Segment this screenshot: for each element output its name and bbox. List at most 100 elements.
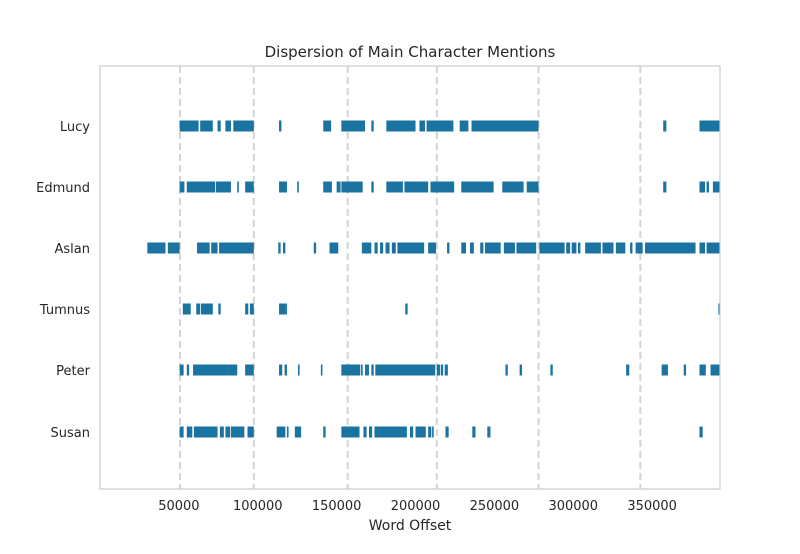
mark-aslan-5 <box>278 242 281 254</box>
mark-susan-8 <box>286 426 289 438</box>
mark-aslan-1 <box>167 242 180 254</box>
plot-frame <box>99 65 721 490</box>
mark-tumnus-8 <box>405 303 408 315</box>
mark-edmund-3 <box>237 181 239 193</box>
mark-aslan-20 <box>484 242 501 254</box>
mark-susan-14 <box>374 426 407 438</box>
mark-peter-17 <box>505 364 508 376</box>
mark-edmund-4 <box>245 181 254 193</box>
mark-susan-2 <box>193 426 218 438</box>
mark-edmund-6 <box>297 181 299 193</box>
x-tick-label-350000: 350000 <box>627 499 677 514</box>
mark-aslan-16 <box>447 242 450 254</box>
mark-lucy-15 <box>699 120 720 132</box>
mark-peter-2 <box>193 364 229 376</box>
mark-tumnus-7 <box>285 303 287 315</box>
mark-aslan-21 <box>503 242 515 254</box>
mark-edmund-9 <box>341 181 363 193</box>
mark-aslan-6 <box>283 242 286 254</box>
mark-tumnus-5 <box>249 303 254 315</box>
y-label-peter: Peter <box>56 364 90 379</box>
mark-susan-19 <box>445 426 449 438</box>
y-label-lucy: Lucy <box>60 120 90 135</box>
mark-peter-22 <box>683 364 687 376</box>
mark-edmund-0 <box>179 181 185 193</box>
mark-aslan-8 <box>329 242 339 254</box>
x-tick-label-250000: 250000 <box>470 499 520 514</box>
x-tick-label-100000: 100000 <box>233 499 283 514</box>
mark-edmund-12 <box>404 181 429 193</box>
mark-aslan-33 <box>699 242 706 254</box>
x-tick-label-50000: 50000 <box>158 499 199 514</box>
mark-lucy-4 <box>233 120 254 132</box>
mark-tumnus-2 <box>200 303 213 315</box>
mark-aslan-18 <box>469 242 474 254</box>
mark-aslan-9 <box>361 242 372 254</box>
x-tick-label-150000: 150000 <box>312 499 362 514</box>
mark-susan-16 <box>415 426 426 438</box>
mark-peter-15 <box>440 364 444 376</box>
mark-peter-18 <box>519 364 523 376</box>
mark-edmund-14 <box>461 181 494 193</box>
y-label-edmund: Edmund <box>36 181 90 196</box>
mark-susan-17 <box>428 426 432 438</box>
mark-aslan-17 <box>461 242 467 254</box>
mark-aslan-31 <box>635 242 643 254</box>
x-tick-label-200000: 200000 <box>391 499 441 514</box>
y-label-aslan: Aslan <box>55 242 90 257</box>
mark-peter-0 <box>179 364 184 376</box>
mark-peter-23 <box>699 364 706 376</box>
mark-peter-7 <box>297 364 300 376</box>
mark-peter-21 <box>661 364 668 376</box>
mark-edmund-19 <box>706 181 709 193</box>
mark-susan-5 <box>230 426 245 438</box>
mark-aslan-7 <box>313 242 317 254</box>
mark-tumnus-4 <box>245 303 249 315</box>
mark-peter-9 <box>341 364 361 376</box>
mark-lucy-2 <box>217 120 221 132</box>
mark-aslan-27 <box>585 242 601 254</box>
mark-tumnus-1 <box>196 303 201 315</box>
mark-susan-4 <box>225 426 231 438</box>
mark-lucy-5 <box>279 120 282 132</box>
x-tick-labels: 50000 100000 150000 200000 250000 300000 35000… <box>158 499 677 514</box>
mark-aslan-24 <box>566 242 571 254</box>
mark-peter-24 <box>710 364 720 376</box>
mark-susan-22 <box>699 426 703 438</box>
mark-edmund-1 <box>186 181 216 193</box>
mark-lucy-9 <box>386 120 416 132</box>
mark-aslan-12 <box>385 242 390 254</box>
mark-peter-10 <box>361 364 363 376</box>
mark-aslan-25 <box>571 242 577 254</box>
mark-susan-0 <box>179 426 184 438</box>
mark-tumnus-3 <box>218 303 221 315</box>
mark-aslan-2 <box>197 242 210 254</box>
mark-peter-5 <box>279 364 283 376</box>
mark-edmund-10 <box>371 181 374 193</box>
mark-aslan-23 <box>539 242 565 254</box>
mark-susan-18 <box>432 426 434 438</box>
mark-lucy-0 <box>179 120 199 132</box>
mark-aslan-15 <box>428 242 437 254</box>
mark-susan-20 <box>472 426 476 438</box>
mark-aslan-13 <box>391 242 396 254</box>
mark-susan-12 <box>363 426 367 438</box>
mark-peter-1 <box>186 364 190 376</box>
mark-peter-20 <box>626 364 630 376</box>
mark-lucy-7 <box>341 120 366 132</box>
mark-aslan-14 <box>397 242 425 254</box>
vertical-dashed-lines <box>178 66 642 489</box>
mark-lucy-3 <box>225 120 231 132</box>
mark-aslan-26 <box>578 242 581 254</box>
mark-peter-14 <box>436 364 440 376</box>
mark-lucy-1 <box>200 120 213 132</box>
mark-aslan-3 <box>211 242 218 254</box>
mark-lucy-12 <box>459 120 469 132</box>
mark-peter-12 <box>371 364 374 376</box>
mark-lucy-14 <box>663 120 667 132</box>
mark-edmund-17 <box>663 181 667 193</box>
mark-edmund-13 <box>430 181 455 193</box>
mark-aslan-34 <box>706 242 720 254</box>
